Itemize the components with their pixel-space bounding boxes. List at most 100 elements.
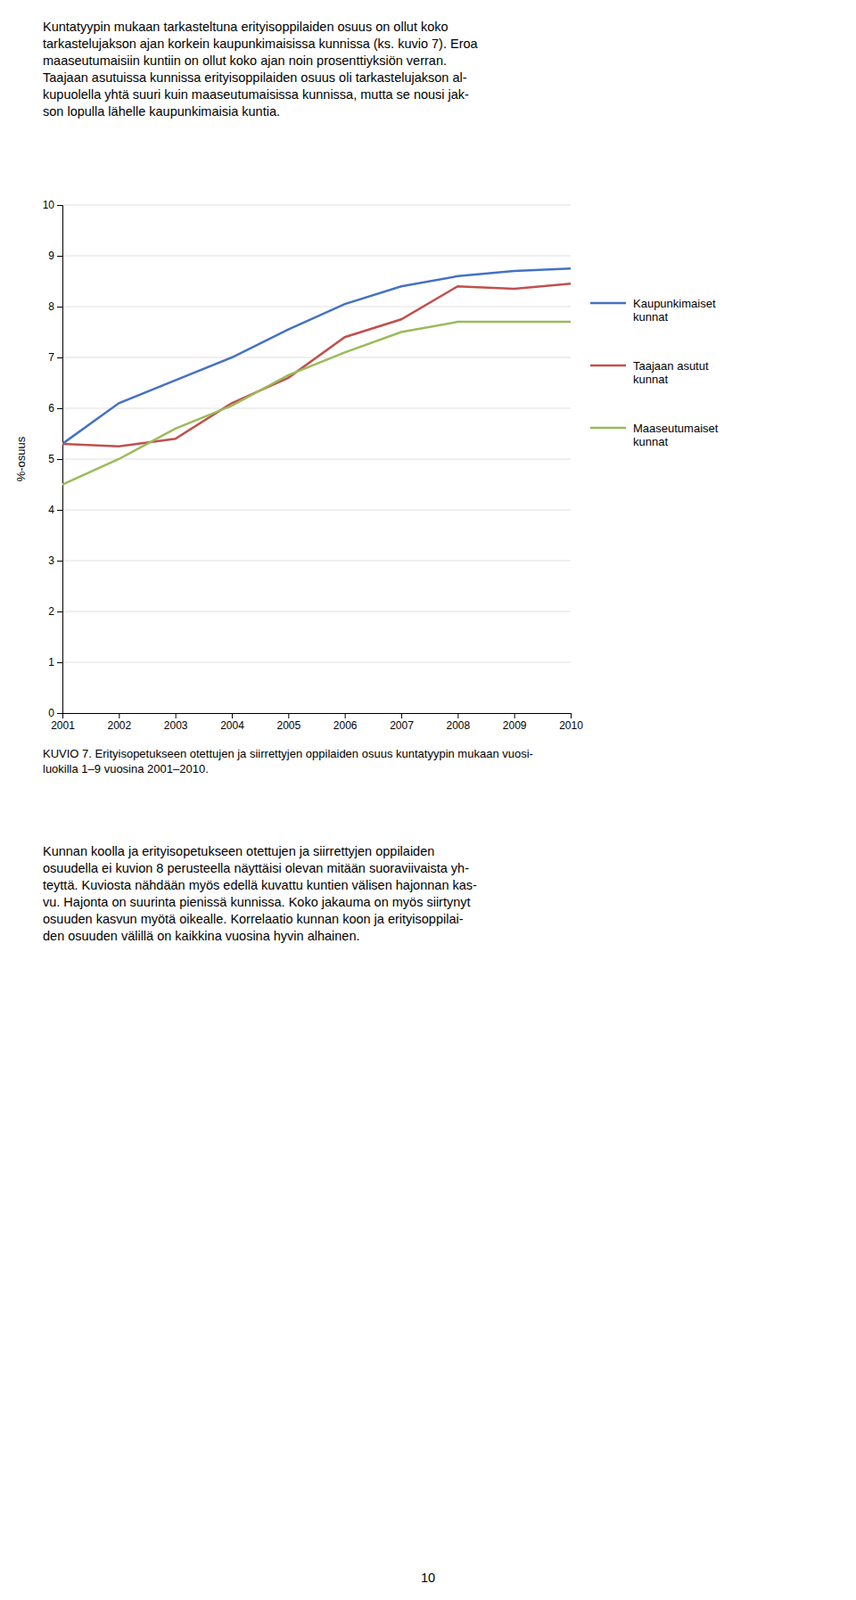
legend-swatch bbox=[590, 302, 626, 305]
text-below-line: vu. Hajonta on suurinta pienissä kunniss… bbox=[42, 895, 471, 910]
legend-label: Kaupunkimaisetkunnat bbox=[633, 296, 717, 325]
x-tick-mark bbox=[231, 713, 233, 719]
x-tick-label: 2006 bbox=[333, 719, 358, 733]
legend-item: Kaupunkimaisetkunnat bbox=[590, 296, 717, 325]
chart-title: KUVIO 7. Erityisopetukseen otettujen ja … bbox=[42, 747, 534, 761]
series-line bbox=[62, 321, 571, 485]
y-tick: 0 bbox=[48, 707, 63, 720]
text-below-line: den osuuden välillä on kaikkina vuosina … bbox=[42, 929, 361, 944]
y-tick-mark bbox=[57, 255, 63, 257]
grid-line bbox=[62, 662, 571, 664]
y-tick: 3 bbox=[48, 554, 63, 568]
caption: KUVIO 7. Erityisopetukseen otettujen ja … bbox=[42, 747, 534, 776]
y-tick-mark bbox=[57, 459, 63, 461]
y-tick-label: 9 bbox=[48, 249, 55, 263]
x-tick-mark bbox=[345, 713, 346, 719]
y-tick-label: 2 bbox=[48, 605, 55, 618]
x-tick-label: 2003 bbox=[164, 719, 189, 733]
y-axis-line bbox=[57, 205, 64, 715]
x-tick: 2009 bbox=[502, 713, 527, 733]
legend-label: Taajaan asututkunnat bbox=[633, 359, 709, 387]
y-tick: 2 bbox=[48, 605, 63, 618]
grid-line bbox=[62, 510, 571, 511]
x-tick-label: 2007 bbox=[389, 719, 414, 733]
x-tick-label: 2004 bbox=[220, 719, 245, 733]
y-tick-mark bbox=[57, 713, 63, 715]
grid-line bbox=[62, 560, 571, 562]
x-tick-mark bbox=[514, 713, 516, 719]
legend-item: Taajaan asututkunnat bbox=[590, 359, 709, 387]
grid-line bbox=[62, 255, 571, 257]
y-tick-label: 4 bbox=[48, 503, 55, 517]
x-tick-mark bbox=[175, 713, 177, 719]
series-line bbox=[62, 283, 571, 446]
grid-line bbox=[62, 611, 571, 613]
y-tick-mark bbox=[57, 510, 63, 511]
text-above-line: Kuntatyypin mukaan tarkasteltuna erityis… bbox=[42, 19, 449, 34]
y-tick: 1 bbox=[48, 656, 63, 669]
text-above-line: tarkastelujakson ajan korkein kaupunkima… bbox=[42, 36, 479, 51]
y-tick: 7 bbox=[48, 351, 63, 364]
y-tick: 10 bbox=[42, 198, 63, 212]
text-above-line: maaseutumaisiin kuntiin on ollut koko aj… bbox=[42, 53, 447, 68]
x-tick-mark bbox=[401, 713, 403, 719]
y-tick-mark bbox=[57, 408, 63, 410]
y-tick-label: 7 bbox=[48, 351, 55, 364]
x-tick-label: 2010 bbox=[559, 719, 584, 733]
text-below-line: osuudella ei kuvion 8 perusteella näyttä… bbox=[42, 861, 470, 876]
y-tick-label: 10 bbox=[42, 198, 56, 212]
y-tick-label: 6 bbox=[48, 402, 55, 415]
text-below-line: teyttä. Kuviosta nähdään myös edellä kuv… bbox=[42, 878, 478, 893]
x-tick: 2005 bbox=[276, 713, 301, 733]
x-tick-label: 2001 bbox=[50, 719, 75, 733]
x-tick-mark bbox=[457, 713, 459, 719]
x-tick: 2003 bbox=[164, 713, 189, 733]
y-axis: 012345678910 bbox=[42, 198, 64, 720]
x-axis-line bbox=[63, 714, 572, 720]
text-below: Kunnan koolla ja erityisopetukseen otett… bbox=[42, 844, 478, 944]
legend-item: Maaseutumaisetkunnat bbox=[590, 421, 719, 450]
lines bbox=[62, 268, 571, 485]
x-tick-label: 2002 bbox=[107, 719, 132, 733]
x-tick-label: 2009 bbox=[502, 719, 527, 733]
y-tick-mark bbox=[57, 306, 63, 308]
legend-label: Maaseutumaisetkunnat bbox=[633, 421, 719, 450]
y-tick: 6 bbox=[48, 402, 63, 415]
grid-line bbox=[62, 205, 571, 206]
grid-line bbox=[62, 408, 571, 410]
grid-line bbox=[62, 306, 571, 308]
x-tick: 2010 bbox=[559, 713, 584, 733]
y-tick-mark bbox=[57, 611, 63, 613]
legend: Kaupunkimaisetkunnat Taajaan asututkunnat… bbox=[590, 296, 719, 450]
x-tick: 2007 bbox=[389, 713, 414, 733]
text-above: Kuntatyypin mukaan tarkasteltuna erityis… bbox=[42, 19, 479, 119]
y-tick-mark bbox=[57, 357, 63, 359]
y-tick: 4 bbox=[48, 503, 63, 517]
y-tick-mark bbox=[57, 662, 63, 664]
text-above-line: kupuolella yhtä suuri kuin maaseutumaisi… bbox=[42, 87, 470, 102]
x-tick: 2002 bbox=[107, 713, 132, 733]
x-tick: 2001 bbox=[50, 713, 75, 733]
text-below-line: Kunnan koolla ja erityisopetukseen otett… bbox=[42, 844, 435, 859]
grid-line bbox=[62, 459, 571, 461]
x-tick-mark bbox=[118, 713, 120, 719]
x-tick-label: 2005 bbox=[276, 719, 301, 733]
y-tick-mark bbox=[57, 205, 63, 206]
text-below-line: osuuden kasvun myötä oikealle. Korrelaat… bbox=[42, 912, 464, 927]
page-number: 10 bbox=[420, 1571, 436, 1586]
legend-swatch bbox=[590, 364, 626, 368]
x-tick-mark bbox=[570, 713, 572, 719]
y-tick-label: 0 bbox=[48, 707, 55, 720]
y-tick-label: 8 bbox=[48, 300, 55, 313]
y-tick-label: 3 bbox=[48, 554, 55, 568]
y-axis-label: %-osuus bbox=[14, 436, 28, 482]
page: Kuntatyypin mukaan tarkasteltuna erityis… bbox=[0, 0, 856, 1600]
y-tick: 9 bbox=[48, 249, 63, 263]
x-tick-label: 2008 bbox=[445, 719, 470, 733]
chart-title: luokilla 1–9 vuosina 2001–2010. bbox=[42, 762, 209, 776]
y-tick: 8 bbox=[48, 300, 63, 313]
x-axis: 2001 2002 2003 2004 2005 2006 2007 2008 2009 2010 bbox=[50, 713, 584, 733]
legend-swatch bbox=[590, 427, 626, 430]
text-above-line: son lopulla lähelle kaupunkimaisia kunti… bbox=[42, 104, 280, 119]
x-tick: 2004 bbox=[220, 713, 245, 733]
